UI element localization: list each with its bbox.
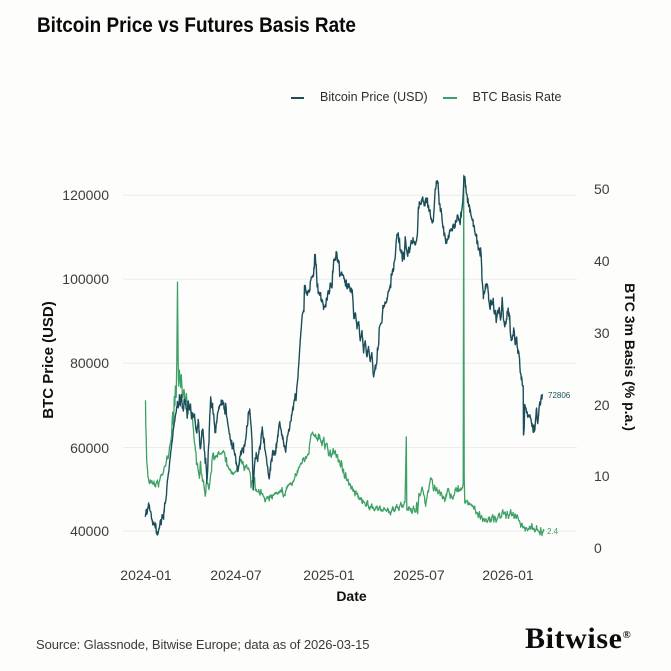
- svg-text:72806: 72806: [548, 391, 571, 400]
- svg-text:2.4: 2.4: [547, 527, 559, 536]
